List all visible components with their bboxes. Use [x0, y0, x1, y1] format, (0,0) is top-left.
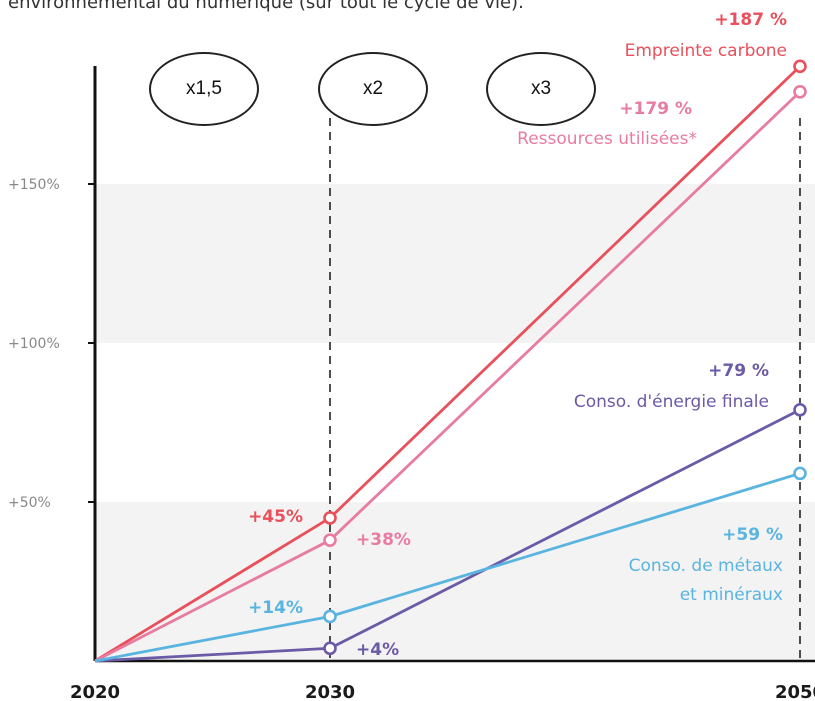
series-name-energie: Conso. d'énergie finale	[574, 392, 769, 412]
label-energie-2030: +4%	[356, 640, 399, 660]
data-point	[793, 84, 807, 99]
x-label-2020: 2020	[70, 682, 120, 701]
y-ticks: +50% +100% +150%	[8, 177, 95, 511]
series-name-metaux-1: Conso. de métaux	[629, 556, 783, 576]
x-label-2030: 2030	[305, 682, 355, 701]
background-bands	[95, 184, 815, 661]
multiplier-bubble-1: x1,5	[149, 52, 259, 126]
data-point	[323, 641, 337, 656]
label-metaux-2050: +59 %	[722, 525, 783, 545]
multiplier-bubble-2: x2	[318, 52, 428, 126]
band-0-50	[95, 502, 815, 661]
data-point	[793, 59, 807, 74]
data-point	[793, 402, 807, 417]
data-point	[323, 511, 337, 525]
series-name-metaux-2: et minéraux	[680, 585, 783, 605]
x-label-2050: 2050	[775, 682, 815, 701]
label-carbone-2030: +45%	[248, 507, 303, 527]
y-tick-label: +150%	[8, 177, 60, 193]
band-100-150	[95, 184, 815, 343]
data-point	[323, 609, 337, 624]
y-tick-label: +100%	[8, 336, 60, 352]
data-point	[323, 533, 337, 547]
year-guide-lines	[329, 118, 801, 661]
header-text: environnemental du numérique (sur tout l…	[8, 0, 524, 13]
label-metaux-2030: +14%	[248, 598, 303, 618]
y-tick-label: +50%	[8, 495, 51, 511]
x-labels: 2020 2030 2050	[70, 682, 815, 701]
multiplier-bubble-3: x3	[486, 52, 596, 126]
data-point	[793, 466, 807, 481]
annotations: +187 % Empreinte carbone +179 % Ressources …	[248, 10, 787, 660]
series-points	[323, 59, 807, 656]
label-ressources-2050: +179 %	[619, 99, 692, 119]
series-name-carbone: Empreinte carbone	[625, 41, 787, 61]
label-carbone-2050: +187 %	[714, 10, 787, 30]
label-energie-2050: +79 %	[708, 361, 769, 381]
series-name-ressources: Ressources utilisées*	[517, 129, 697, 149]
y-axis	[93, 66, 815, 663]
label-ressources-2030: +38%	[356, 530, 411, 550]
